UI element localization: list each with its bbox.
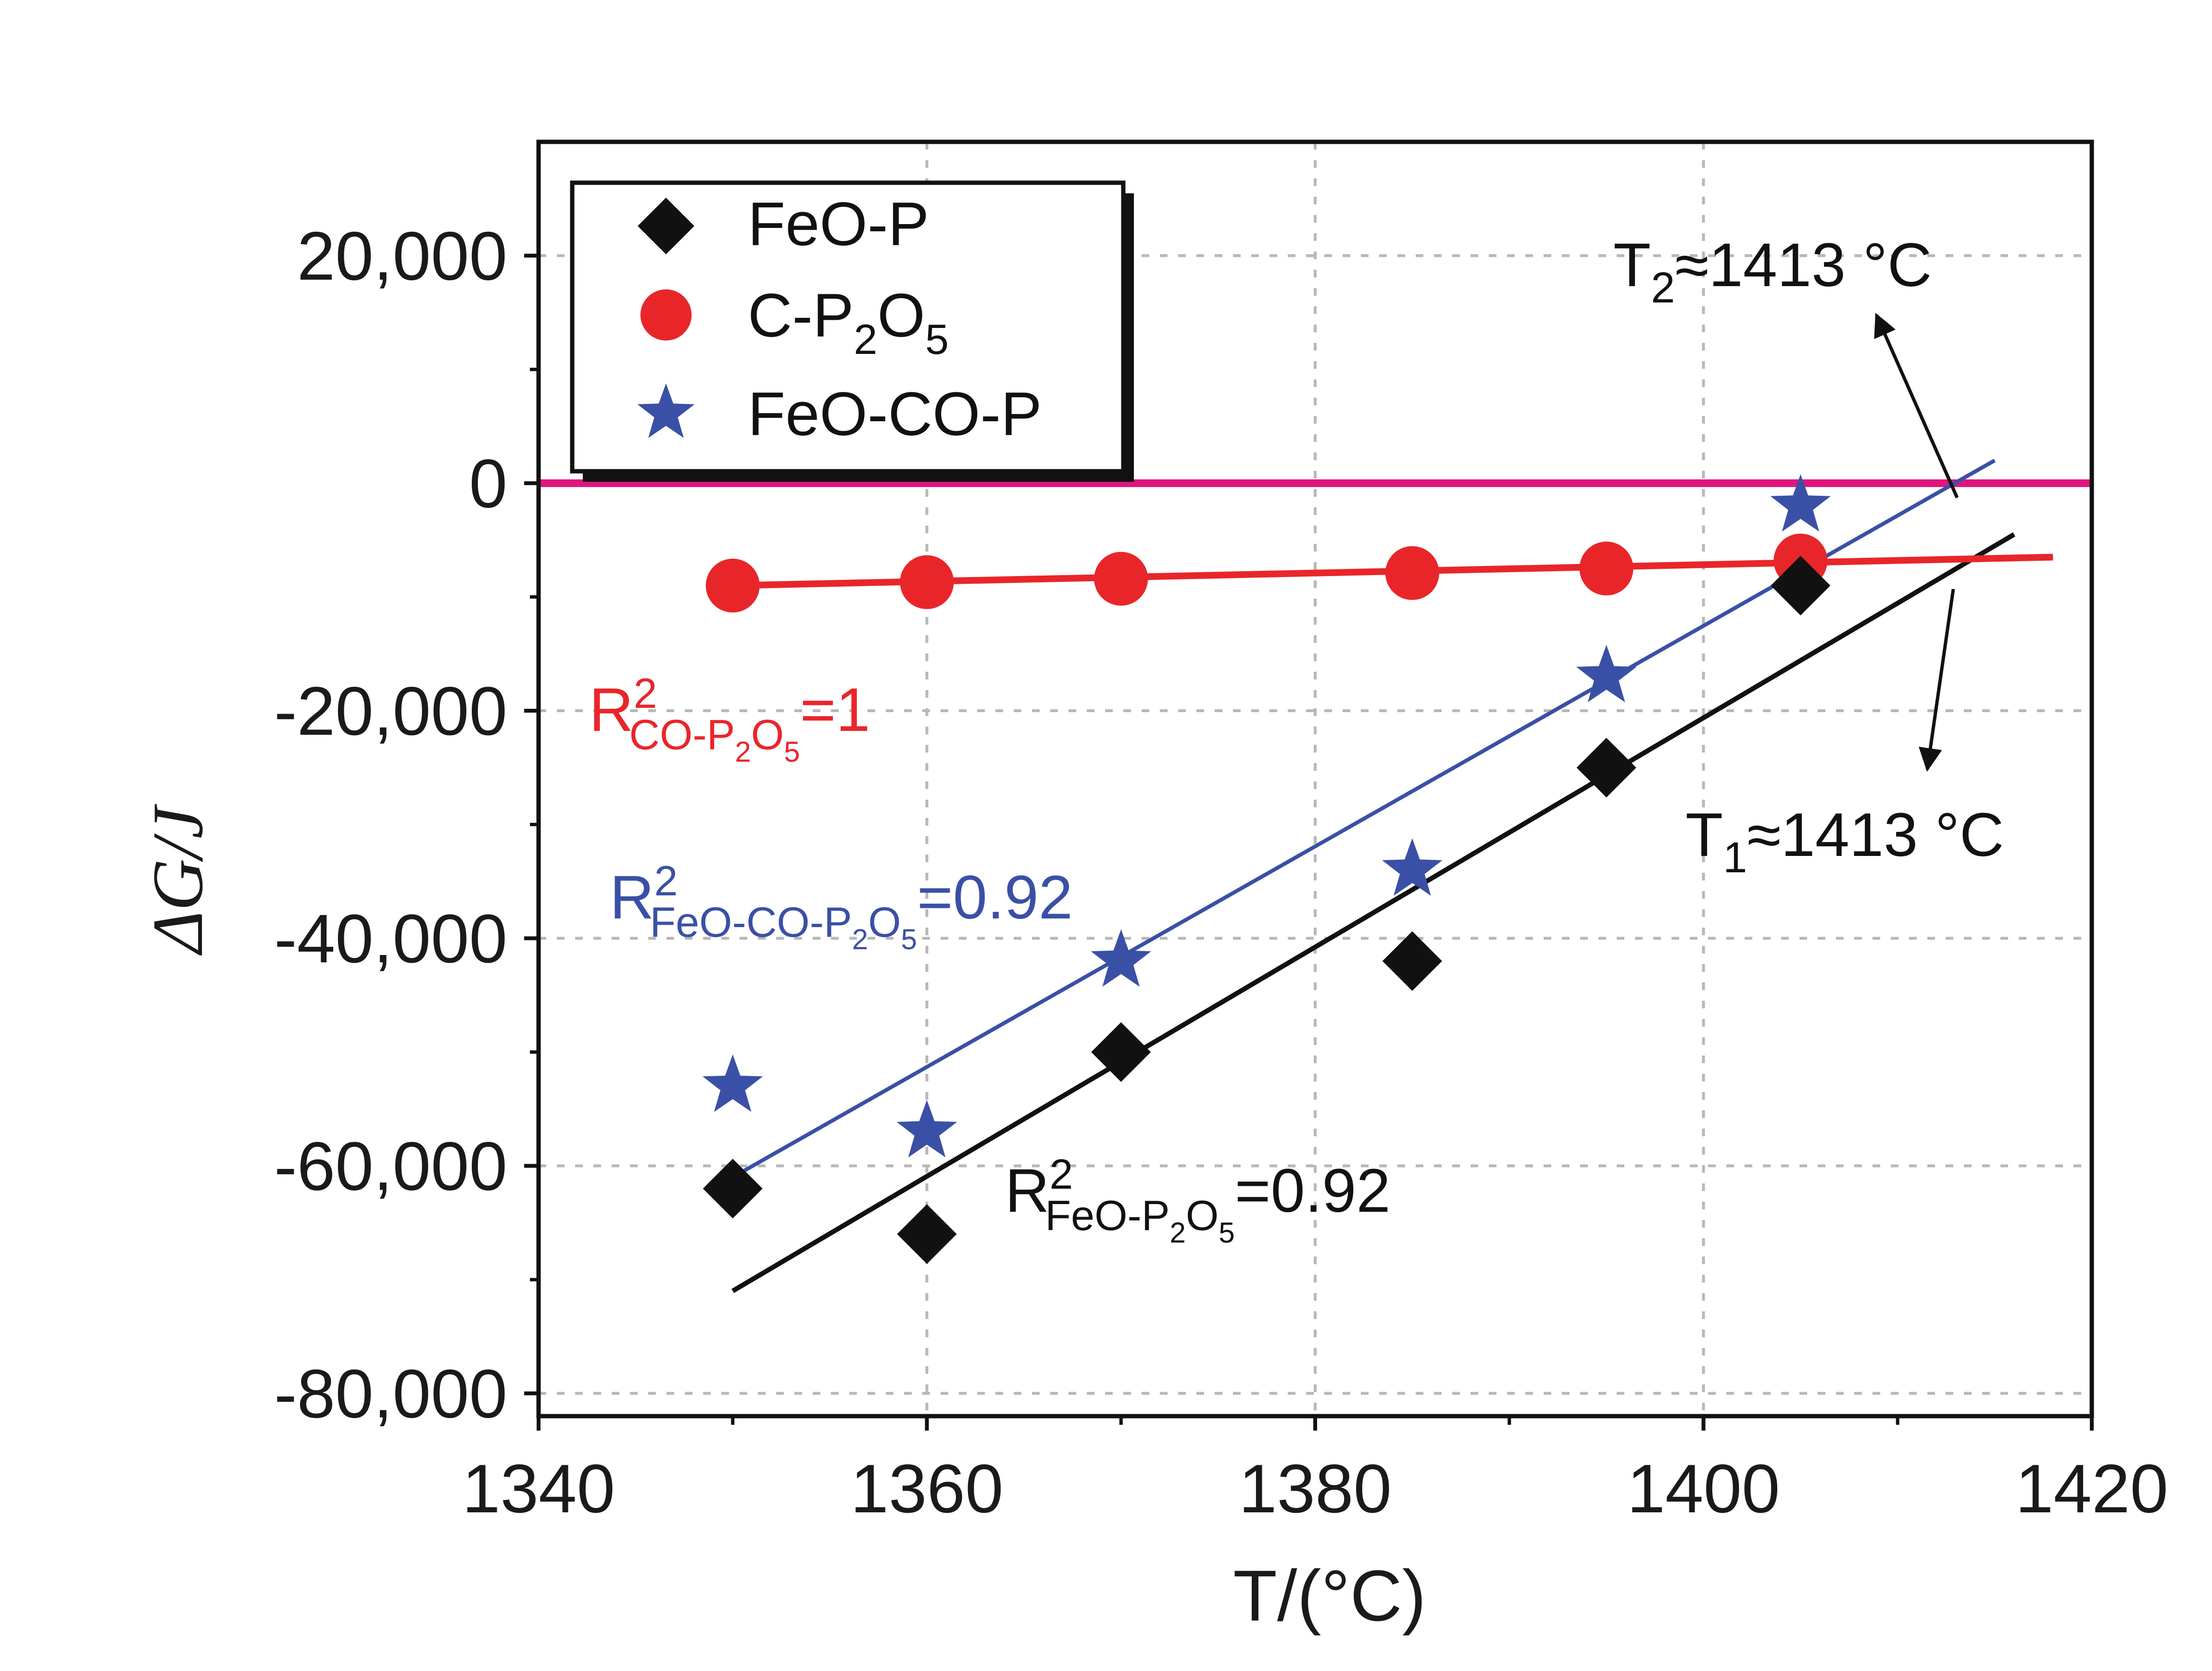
- x-axis-title: T/(°C): [1233, 1555, 1426, 1636]
- arrow-t1: [1919, 589, 1955, 772]
- legend-label-c-p2o5: C-P2O5: [748, 281, 949, 363]
- data-point-circle-1: [900, 555, 954, 609]
- legend-symbol-diamond: [638, 198, 694, 254]
- y-tick-label: -60,000: [274, 1128, 507, 1205]
- data-point-diamond-2: [1091, 1022, 1151, 1082]
- legend: FeO-P C-P2O5 FeO-CO-P: [570, 180, 1134, 482]
- data-point-circle-3: [1385, 546, 1439, 600]
- annotation-r2-feo-p2o5: R2 FeO-P2O5=0.92: [1005, 1150, 1391, 1249]
- annotation-t2: T2≈1413 °C: [1613, 231, 1932, 312]
- y-tick-label: 20,000: [297, 218, 507, 295]
- legend-symbol-circle: [640, 289, 692, 341]
- data-point-star-4: [1576, 645, 1637, 703]
- legend-label-feo-co-p: FeO-CO-P: [748, 380, 1042, 449]
- y-tick-label: -40,000: [274, 901, 507, 977]
- legend-symbols: [637, 198, 695, 438]
- x-tick-label: 1340: [462, 1451, 615, 1527]
- annotations: T2≈1413 °C T1≈1413 °C R2 CO-P2O5=1 R2 FeO-…: [589, 231, 2004, 1249]
- axis-ticks: [524, 253, 2094, 1431]
- data-point-diamond-5: [1771, 555, 1831, 616]
- legend-symbol-star: [637, 383, 695, 438]
- data-point-circle-2: [1094, 552, 1148, 606]
- x-tick-label: 1360: [850, 1451, 1003, 1527]
- data-point-star-0: [703, 1054, 763, 1112]
- fit-line-0: [731, 532, 2016, 1294]
- annotation-t1: T1≈1413 °C: [1685, 801, 2004, 882]
- x-tick-labels: 1340 1360 1380 1400 1420: [462, 1451, 2168, 1527]
- data-point-star-5: [1770, 474, 1831, 532]
- data-point-star-1: [896, 1100, 957, 1157]
- arrow-t2: [1874, 313, 1959, 499]
- y-tick-label: -20,000: [274, 673, 507, 750]
- y-tick-label: -80,000: [274, 1356, 507, 1432]
- y-tick-labels: 20,000 0 -20,000 -40,000 -60,000 -80,000: [274, 218, 507, 1432]
- annotation-r2-feo-co-p2o5: R2 FeO-CO-P2O5=0.92: [610, 857, 1073, 955]
- x-tick-label: 1400: [1627, 1451, 1780, 1527]
- data-point-star-3: [1382, 838, 1443, 896]
- data-point-diamond-0: [703, 1158, 763, 1219]
- data-point-diamond-3: [1382, 931, 1442, 991]
- x-tick-label: 1380: [1239, 1451, 1392, 1527]
- data-points: [703, 474, 1831, 1264]
- legend-label-feo-p: FeO-P: [748, 190, 929, 259]
- y-axis-title: ΔG/J: [138, 804, 218, 955]
- y-tick-label: 0: [469, 446, 507, 522]
- data-point-star-2: [1091, 929, 1151, 987]
- x-tick-label: 1420: [2015, 1451, 2168, 1527]
- data-point-circle-4: [1579, 541, 1634, 596]
- data-point-diamond-1: [897, 1204, 957, 1264]
- data-point-diamond-4: [1576, 738, 1636, 798]
- annotation-r2-co-p2o5: R2 CO-P2O5=1: [589, 669, 870, 768]
- data-point-circle-0: [705, 558, 760, 613]
